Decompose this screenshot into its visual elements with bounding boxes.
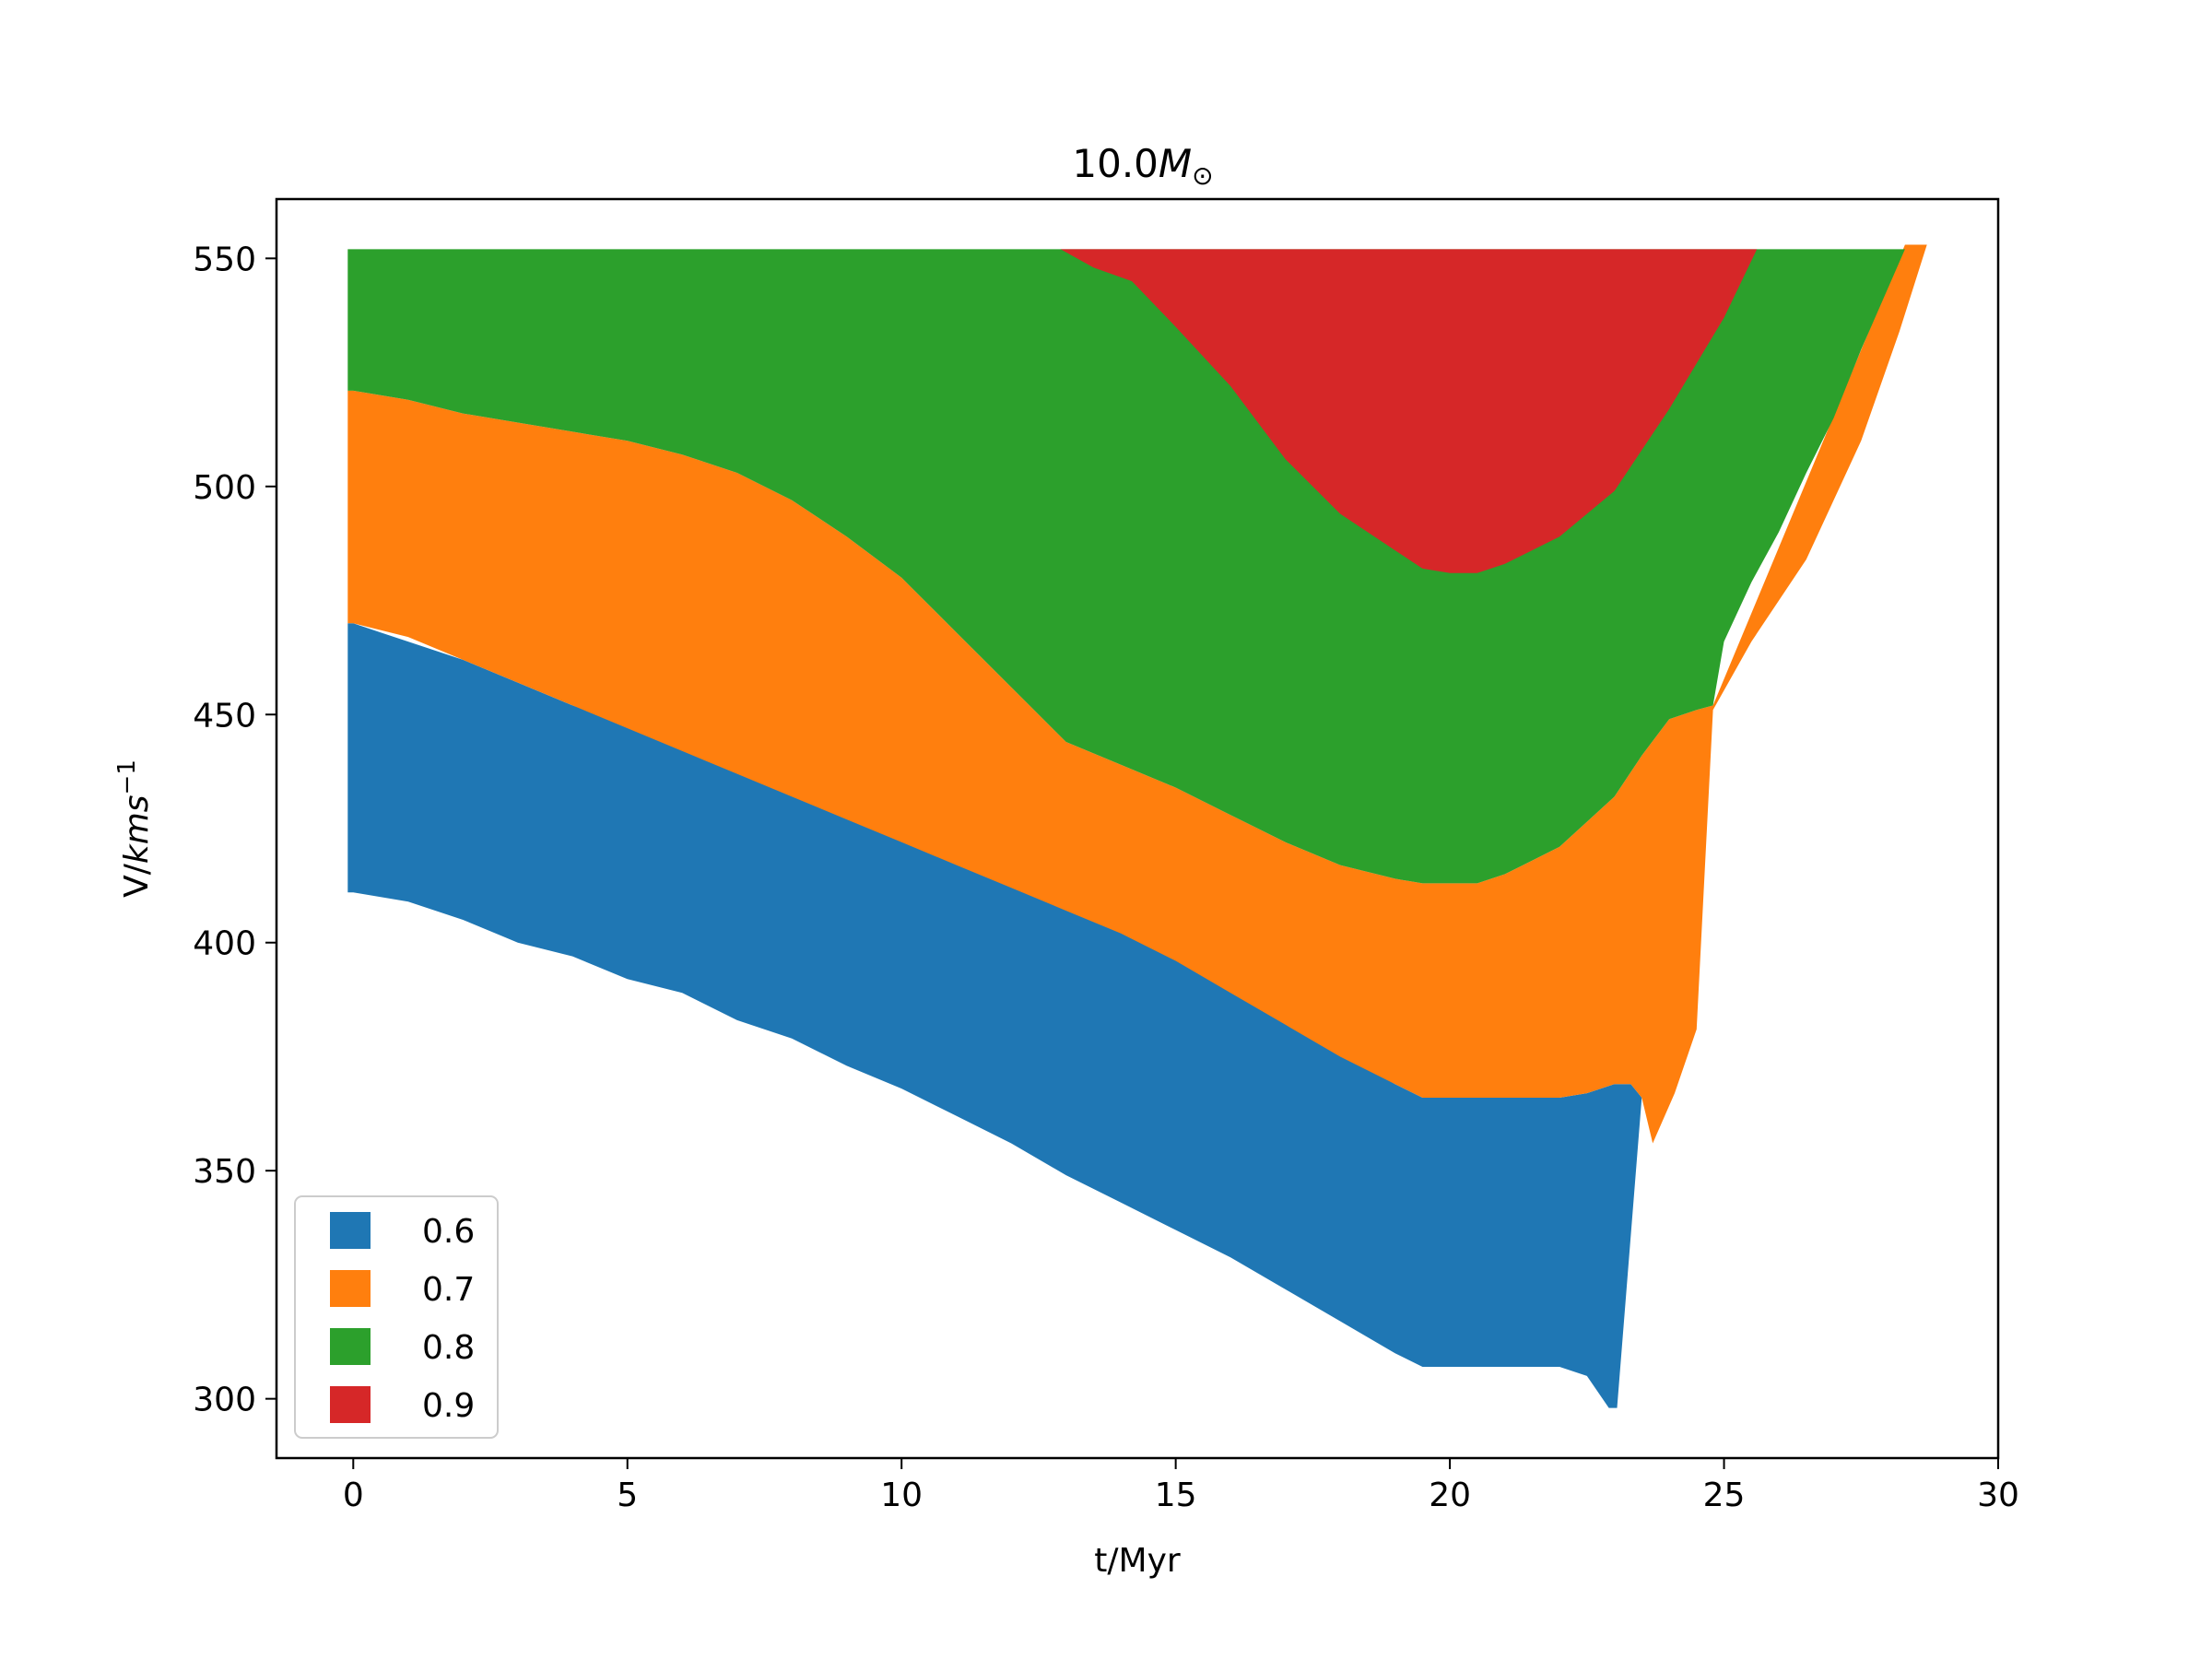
plot-area [347,244,1927,1408]
y-tick-label: 550 [193,241,256,278]
legend: 0.6 0.7 0.8 0.9 [294,1195,499,1439]
x-axis: 0 5 10 15 20 25 30 [343,1458,2019,1514]
legend-label-0.8: 0.8 [422,1329,475,1367]
area-band-0.6 [347,623,1642,1408]
chart-title: 10.0M⊙ [1072,141,1213,191]
y-tick-label: 450 [193,697,256,735]
legend-swatch-0.8 [330,1328,371,1365]
y-tick-label: 350 [193,1153,256,1191]
legend-label-0.7: 0.7 [422,1271,475,1309]
y-tick-label: 300 [193,1382,256,1419]
x-tick-label: 25 [1703,1477,1746,1514]
y-axis-label: V/kms−1 [113,759,156,898]
x-tick-label: 5 [617,1477,638,1514]
legend-frame [294,1195,499,1439]
legend-swatch-0.9 [330,1386,371,1423]
area-band-0.7 [347,244,1927,1144]
legend-swatch-0.6 [330,1212,371,1249]
y-tick-label: 500 [193,469,256,507]
x-tick-label: 10 [880,1477,923,1514]
legend-label-0.9: 0.9 [422,1387,475,1425]
x-tick-label: 30 [1977,1477,2019,1514]
legend-swatch-0.7 [330,1270,371,1307]
x-tick-label: 20 [1429,1477,1471,1514]
plot-frame [275,197,2000,1460]
x-tick-label: 15 [1155,1477,1197,1514]
area-band-0.9 [1060,249,1758,573]
x-axis-label: t/Myr [1094,1542,1181,1580]
legend-label-0.6: 0.6 [422,1213,475,1251]
y-tick-label: 400 [193,925,256,963]
y-axis: 300 350 400 450 500 550 [193,241,276,1419]
x-tick-label: 0 [343,1477,364,1514]
